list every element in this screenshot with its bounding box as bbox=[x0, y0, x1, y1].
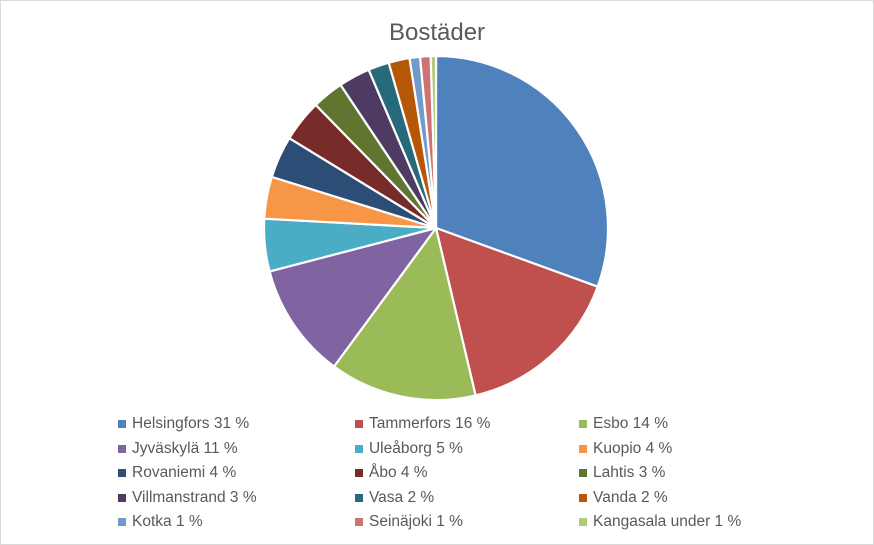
legend-label: Vanda 2 % bbox=[593, 488, 668, 506]
pie-slice-jyväskylä bbox=[268, 226, 438, 368]
legend-label: Tammerfors 16 % bbox=[368, 415, 491, 433]
legend-item: Lahtis 3 % bbox=[579, 464, 818, 482]
legend-item: Villmanstrand 3 % bbox=[118, 489, 355, 507]
legend-swatch-icon bbox=[118, 493, 126, 502]
legend-label: Jyväskylä 11 % bbox=[132, 439, 238, 457]
legend-swatch-icon bbox=[354, 518, 363, 527]
legend-label: Villmanstrand 3 % bbox=[132, 488, 257, 506]
legend-label: Uleåborg 5 % bbox=[368, 439, 463, 457]
legend-label: Helsingfors 31 % bbox=[132, 415, 250, 433]
legend-item: Kuopio 4 % bbox=[579, 440, 818, 458]
legend-item: Kangasala under 1 % bbox=[579, 513, 818, 531]
legend-swatch-icon bbox=[118, 469, 126, 478]
legend-swatch-icon bbox=[118, 420, 126, 429]
pie-slice-helsingfors bbox=[434, 54, 610, 288]
legend-label: Kotka 1 % bbox=[132, 513, 203, 531]
legend-item: Uleåborg 5 % bbox=[354, 439, 579, 458]
legend-label: Lahtis 3 % bbox=[593, 464, 666, 482]
legend-row: Kotka 1 % Seinäjoki 1 % Kangasala under 1 … bbox=[118, 510, 818, 535]
pie-slice-esbo bbox=[332, 226, 477, 402]
legend-swatch-icon bbox=[579, 518, 588, 527]
legend-swatch-icon bbox=[118, 444, 126, 453]
legend-swatch-icon bbox=[354, 469, 363, 478]
legend-row: Jyväskylä 11 % Uleåborg 5 % Kuopio 4 % bbox=[118, 437, 818, 462]
legend-label: Seinäjoki 1 % bbox=[368, 513, 463, 531]
legend-swatch-icon bbox=[579, 444, 588, 453]
legend-item: Rovaniemi 4 % bbox=[118, 464, 355, 482]
legend-label: Rovaniemi 4 % bbox=[132, 464, 237, 482]
legend-item: Åbo 4 % bbox=[354, 464, 579, 482]
legend-swatch-icon bbox=[579, 469, 588, 478]
legend-label: Åbo 4 % bbox=[368, 464, 428, 482]
legend-label: Kuopio 4 % bbox=[593, 439, 673, 457]
legend-item: Seinäjoki 1 % bbox=[354, 513, 579, 531]
legend-swatch-icon bbox=[579, 493, 588, 502]
legend-row: Villmanstrand 3 % Vasa 2 % Vanda 2 % bbox=[118, 486, 818, 511]
legend-swatch-icon bbox=[354, 493, 363, 502]
legend-label: Vasa 2 % bbox=[368, 488, 435, 506]
legend-label: Esbo 14 % bbox=[593, 415, 668, 433]
legend-label: Kangasala under 1 % bbox=[593, 513, 742, 531]
legend-item: Jyväskylä 11 % bbox=[118, 440, 355, 458]
legend-item: Esbo 14 % bbox=[579, 415, 818, 433]
legend-swatch-icon bbox=[118, 518, 126, 527]
legend-swatch-icon bbox=[579, 420, 588, 429]
legend-swatch-icon bbox=[354, 420, 363, 429]
chart-title: Bostäder bbox=[388, 19, 486, 46]
pie-slice-kangasala bbox=[429, 54, 438, 230]
pie-slice-tammerfors bbox=[434, 226, 599, 397]
legend-swatch-icon bbox=[354, 444, 363, 453]
legend-item: Vasa 2 % bbox=[354, 488, 579, 507]
legend-row: Helsingfors 31 % Tammerfors 16 % Esbo 14 % bbox=[118, 412, 818, 437]
legend-item: Kotka 1 % bbox=[118, 513, 355, 531]
legend-item: Helsingfors 31 % bbox=[118, 415, 355, 433]
legend: Helsingfors 31 % Tammerfors 16 % Esbo 14 %… bbox=[118, 412, 818, 535]
legend-row: Rovaniemi 4 % Åbo 4 % Lahtis 3 % bbox=[118, 461, 818, 486]
legend-item: Vanda 2 % bbox=[579, 489, 818, 507]
legend-item: Tammerfors 16 % bbox=[354, 415, 579, 433]
